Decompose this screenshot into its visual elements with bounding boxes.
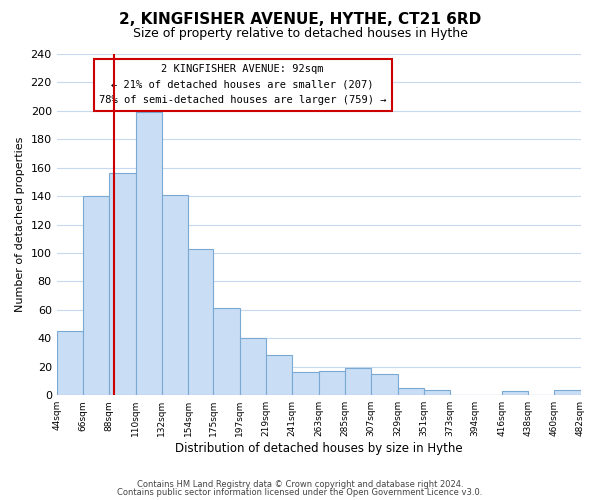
Bar [266, 356, 292, 395]
Text: Size of property relative to detached houses in Hythe: Size of property relative to detached ho… [133, 28, 467, 40]
Text: Contains HM Land Registry data © Crown copyright and database right 2024.: Contains HM Land Registry data © Crown c… [137, 480, 463, 489]
Bar [162, 194, 188, 395]
Text: 2 KINGFISHER AVENUE: 92sqm
← 21% of detached houses are smaller (207)
78% of sem: 2 KINGFISHER AVENUE: 92sqm ← 21% of deta… [99, 64, 386, 106]
Bar [239, 338, 266, 395]
Bar [56, 331, 83, 395]
Bar [109, 174, 136, 395]
Bar [345, 368, 371, 395]
Bar [502, 391, 528, 395]
Bar [319, 371, 345, 395]
Bar [188, 249, 214, 395]
Bar [136, 112, 162, 395]
Y-axis label: Number of detached properties: Number of detached properties [15, 137, 25, 312]
Bar [554, 390, 581, 395]
Bar [371, 374, 398, 395]
Text: 2, KINGFISHER AVENUE, HYTHE, CT21 6RD: 2, KINGFISHER AVENUE, HYTHE, CT21 6RD [119, 12, 481, 28]
X-axis label: Distribution of detached houses by size in Hythe: Distribution of detached houses by size … [175, 442, 463, 455]
Bar [292, 372, 319, 395]
Bar [83, 196, 109, 395]
Text: Contains public sector information licensed under the Open Government Licence v3: Contains public sector information licen… [118, 488, 482, 497]
Bar [398, 388, 424, 395]
Bar [424, 390, 450, 395]
Bar [214, 308, 239, 395]
